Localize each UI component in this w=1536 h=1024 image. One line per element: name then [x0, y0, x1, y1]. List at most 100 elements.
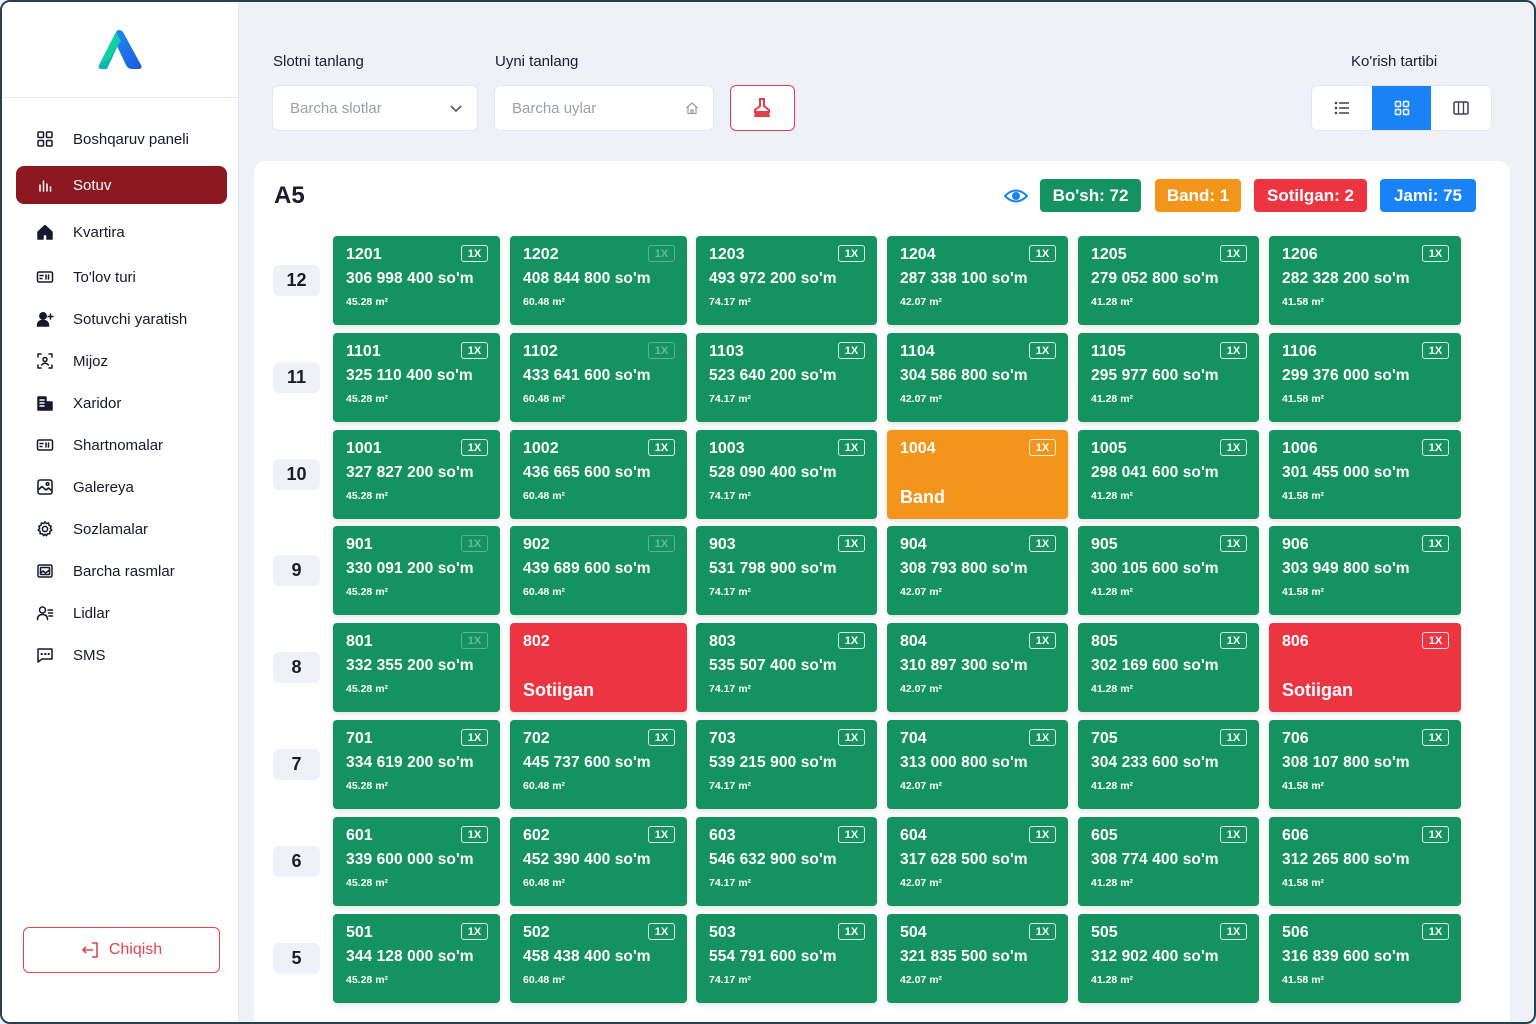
apartment-card[interactable]: 503 1X 554 791 600 so'm 74.17 m²: [696, 914, 877, 1003]
clear-filters-button[interactable]: [730, 85, 795, 131]
room-count-tag: 1X: [1029, 826, 1056, 843]
apartment-card[interactable]: 1004 1X Band: [887, 430, 1068, 519]
apartment-number: 605: [1091, 827, 1118, 844]
eye-icon[interactable]: [1004, 185, 1028, 207]
sidebar-item-label: Kvartira: [73, 223, 125, 241]
apartment-number: 1101: [346, 343, 381, 360]
apartment-card[interactable]: 705 1X 304 233 600 so'm 41.28 m²: [1078, 720, 1259, 809]
sidebar-item-label: Galereya: [73, 478, 134, 496]
apartment-card[interactable]: 501 1X 344 128 000 so'm 45.28 m²: [333, 914, 500, 1003]
apartment-card[interactable]: 1104 1X 304 586 800 so'm 42.07 m²: [887, 333, 1068, 422]
apartment-card[interactable]: 801 1X 332 355 200 so'm 45.28 m²: [333, 623, 500, 712]
apartment-card[interactable]: 701 1X 334 619 200 so'm 45.28 m²: [333, 720, 500, 809]
list-view-button[interactable]: [1312, 86, 1372, 130]
table-view-button[interactable]: [1431, 86, 1491, 130]
sidebar-item-shartnomalar[interactable]: Shartnomalar: [16, 426, 227, 464]
apartment-card[interactable]: 1005 1X 298 041 600 so'm 41.28 m²: [1078, 430, 1259, 519]
sidebar-item-mijoz[interactable]: Mijoz: [16, 342, 227, 380]
apartment-area: 60.48 m²: [523, 490, 566, 502]
apartment-area: 41.28 m²: [1091, 393, 1134, 405]
house-select[interactable]: Barcha uylar: [494, 85, 714, 131]
apartment-area: 41.28 m²: [1091, 296, 1134, 308]
apartment-card[interactable]: 505 1X 312 902 400 so'm 41.28 m²: [1078, 914, 1259, 1003]
apartment-card[interactable]: 602 1X 452 390 400 so'm 60.48 m²: [510, 817, 687, 906]
apartment-card[interactable]: 805 1X 302 169 600 so'm 41.28 m²: [1078, 623, 1259, 712]
sidebar-item-sotuv[interactable]: Sotuv: [16, 166, 227, 204]
apartment-card[interactable]: 1001 1X 327 827 200 so'm 45.28 m²: [333, 430, 500, 519]
apartment-card[interactable]: 506 1X 316 839 600 so'm 41.58 m²: [1269, 914, 1461, 1003]
apartment-card[interactable]: 1202 1X 408 844 800 so'm 60.48 m²: [510, 236, 687, 325]
sidebar-item-galereya[interactable]: Galereya: [16, 468, 227, 506]
sidebar-item-boshqaruv-paneli[interactable]: Boshqaruv paneli: [16, 120, 227, 158]
apartment-card[interactable]: 504 1X 321 835 500 so'm 42.07 m²: [887, 914, 1068, 1003]
apartment-card[interactable]: 605 1X 308 774 400 so'm 41.28 m²: [1078, 817, 1259, 906]
apartment-card[interactable]: 1103 1X 523 640 200 so'm 74.17 m²: [696, 333, 877, 422]
room-count-tag: 1X: [838, 632, 865, 649]
apartment-area: 74.17 m²: [709, 393, 752, 405]
apartment-number: 505: [1091, 924, 1118, 941]
apartment-card[interactable]: 905 1X 300 105 600 so'm 41.28 m²: [1078, 526, 1259, 615]
sidebar-item-barcha-rasmlar[interactable]: Barcha rasmlar: [16, 552, 227, 590]
apartment-number: 503: [709, 924, 736, 941]
sidebar-item-sozlamalar[interactable]: Sozlamalar: [16, 510, 227, 548]
apartment-card[interactable]: 901 1X 330 091 200 so'm 45.28 m²: [333, 526, 500, 615]
apartment-card[interactable]: 802 Sotiigan: [510, 623, 687, 712]
apartment-card[interactable]: 902 1X 439 689 600 so'm 60.48 m²: [510, 526, 687, 615]
sidebar-item-sotuvchi-yaratish[interactable]: Sotuvchi yaratish: [16, 300, 227, 338]
room-count-tag: 1X: [461, 535, 488, 552]
grid-view-button[interactable]: [1371, 86, 1432, 130]
sidebar-item-lidlar[interactable]: Lidlar: [16, 594, 227, 632]
apartment-card[interactable]: 702 1X 445 737 600 so'm 60.48 m²: [510, 720, 687, 809]
apartment-card[interactable]: 1106 1X 299 376 000 so'm 41.58 m²: [1269, 333, 1461, 422]
sidebar: Boshqaruv paneli Sotuv Kvartira To'lov turi…: [2, 2, 239, 1022]
apartment-price: 433 641 600 so'm: [523, 367, 651, 384]
apartment-card[interactable]: 1102 1X 433 641 600 so'm 60.48 m²: [510, 333, 687, 422]
apartment-card[interactable]: 703 1X 539 215 900 so'm 74.17 m²: [696, 720, 877, 809]
apartment-card[interactable]: 806 1X Sotiigan: [1269, 623, 1461, 712]
apartment-card[interactable]: 601 1X 339 600 000 so'm 45.28 m²: [333, 817, 500, 906]
apartment-card[interactable]: 906 1X 303 949 800 so'm 41.58 m²: [1269, 526, 1461, 615]
apartment-card[interactable]: 606 1X 312 265 800 so'm 41.58 m²: [1269, 817, 1461, 906]
apartment-number: 803: [709, 633, 736, 650]
apartment-card[interactable]: 904 1X 308 793 800 so'm 42.07 m²: [887, 526, 1068, 615]
apartment-card[interactable]: 1206 1X 282 328 200 so'm 41.58 m²: [1269, 236, 1461, 325]
apartment-card[interactable]: 1204 1X 287 338 100 so'm 42.07 m²: [887, 236, 1068, 325]
sold-count-badge: Sotilgan: 2: [1254, 179, 1367, 212]
house-filter-label: Uyni tanlang: [495, 53, 579, 70]
logout-icon: [81, 942, 98, 958]
floor-label: 12: [273, 265, 320, 296]
sidebar-item-to-lov-turi[interactable]: To'lov turi: [16, 258, 227, 296]
apartment-price: 303 949 800 so'm: [1282, 560, 1410, 577]
apartment-card[interactable]: 603 1X 546 632 900 so'm 74.17 m²: [696, 817, 877, 906]
apartment-area: 60.48 m²: [523, 780, 566, 792]
apartment-card[interactable]: 1003 1X 528 090 400 so'm 74.17 m²: [696, 430, 877, 519]
apartment-card[interactable]: 706 1X 308 107 800 so'm 41.58 m²: [1269, 720, 1461, 809]
slot-select[interactable]: Barcha slotlar: [272, 85, 478, 131]
logout-button[interactable]: Chiqish: [23, 927, 220, 973]
room-count-tag: 1X: [838, 826, 865, 843]
room-count-tag: 1X: [1220, 923, 1247, 940]
sidebar-item-xaridor[interactable]: Xaridor: [16, 384, 227, 422]
room-count-tag: 1X: [1220, 632, 1247, 649]
apartment-card[interactable]: 604 1X 317 628 500 so'm 42.07 m²: [887, 817, 1068, 906]
apartment-card[interactable]: 1006 1X 301 455 000 so'm 41.58 m²: [1269, 430, 1461, 519]
apartment-card[interactable]: 1205 1X 279 052 800 so'm 41.28 m²: [1078, 236, 1259, 325]
apartment-card[interactable]: 804 1X 310 897 300 so'm 42.07 m²: [887, 623, 1068, 712]
apartment-card[interactable]: 903 1X 531 798 900 so'm 74.17 m²: [696, 526, 877, 615]
apartment-price: 301 455 000 so'm: [1282, 464, 1410, 481]
apartment-card[interactable]: 1101 1X 325 110 400 so'm 45.28 m²: [333, 333, 500, 422]
room-count-tag: 1X: [1422, 923, 1449, 940]
apartment-card[interactable]: 1201 1X 306 998 400 so'm 45.28 m²: [333, 236, 500, 325]
apartment-price: 539 215 900 so'm: [709, 754, 837, 771]
apartment-card[interactable]: 1105 1X 295 977 600 so'm 41.28 m²: [1078, 333, 1259, 422]
apartment-card[interactable]: 704 1X 313 000 800 so'm 42.07 m²: [887, 720, 1068, 809]
apartment-card[interactable]: 1002 1X 436 665 600 so'm 60.48 m²: [510, 430, 687, 519]
apartment-price: 523 640 200 so'm: [709, 367, 837, 384]
apartment-card[interactable]: 1203 1X 493 972 200 so'm 74.17 m²: [696, 236, 877, 325]
sidebar-item-sms[interactable]: SMS: [16, 636, 227, 674]
sidebar-item-kvartira[interactable]: Kvartira: [16, 213, 227, 251]
apartment-card[interactable]: 502 1X 458 438 400 so'm 60.48 m²: [510, 914, 687, 1003]
apartment-area: 60.48 m²: [523, 877, 566, 889]
apartment-number: 1204: [900, 246, 936, 263]
apartment-card[interactable]: 803 1X 535 507 400 so'm 74.17 m²: [696, 623, 877, 712]
